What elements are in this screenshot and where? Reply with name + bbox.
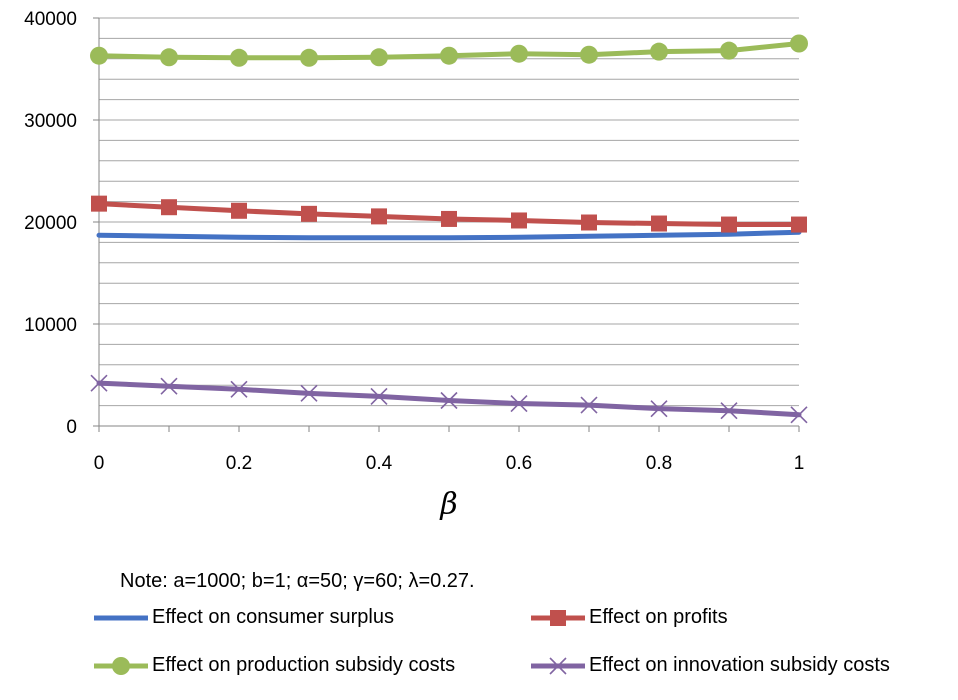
legend-marker xyxy=(112,657,130,675)
legend-marker xyxy=(550,610,566,626)
marker-stroke xyxy=(650,400,668,418)
y-tick-label: 10000 xyxy=(24,315,77,336)
data-point xyxy=(160,377,178,395)
data-point xyxy=(441,210,457,227)
data-point xyxy=(651,215,667,232)
x-tick-label: 0.4 xyxy=(366,453,393,474)
data-point xyxy=(791,216,807,233)
y-tick-label: 0 xyxy=(66,417,77,438)
data-point xyxy=(90,374,108,392)
y-tick-label: 20000 xyxy=(24,213,77,234)
data-point xyxy=(790,406,808,424)
data-point xyxy=(440,391,458,410)
marker-stroke xyxy=(510,394,528,413)
legend-swatch xyxy=(94,657,148,675)
marker-stroke xyxy=(580,396,598,414)
legend-label: Effect on innovation subsidy costs xyxy=(589,653,890,676)
marker-stroke xyxy=(160,377,178,395)
data-point xyxy=(440,46,458,65)
series-line-1 xyxy=(96,229,802,241)
y-tick-label: 30000 xyxy=(24,111,77,132)
series-line-4 xyxy=(96,380,802,418)
marker-stroke xyxy=(370,387,388,405)
data-point xyxy=(161,199,177,216)
marker-stroke xyxy=(300,384,318,402)
line-chart: 0 10000 20000 30000 40000 0 0.2 0.4 0.6 0.8 1 β xyxy=(24,9,808,522)
data-point xyxy=(231,202,247,219)
legend-label: Effect on production subsidy costs xyxy=(152,653,456,676)
data-point xyxy=(370,387,388,405)
data-point xyxy=(650,42,668,61)
legend-label: Effect on consumer surplus xyxy=(152,605,394,628)
y-tick-label: 40000 xyxy=(24,9,77,30)
legend-marker xyxy=(549,657,567,675)
x-axis-title: β xyxy=(439,487,457,522)
data-point xyxy=(720,402,738,420)
series-markers xyxy=(90,34,808,424)
data-point xyxy=(160,48,178,67)
data-point xyxy=(510,394,528,413)
legend-swatch xyxy=(531,610,585,626)
data-point xyxy=(510,44,528,63)
data-point xyxy=(580,396,598,414)
data-point xyxy=(370,48,388,67)
data-point xyxy=(230,380,248,398)
data-point xyxy=(721,216,737,233)
marker-stroke xyxy=(230,380,248,398)
legend-label: Effect on profits xyxy=(589,605,728,628)
marker-stroke xyxy=(90,374,108,392)
legend-swatch xyxy=(531,657,585,675)
x-tick-label: 0.8 xyxy=(646,453,672,474)
data-point xyxy=(371,208,387,225)
chart-note: Note: a=1000; b=1; α=50; γ=60; λ=0.27. xyxy=(120,570,475,592)
data-point xyxy=(581,214,597,231)
marker-stroke xyxy=(720,402,738,420)
legend-item: Effect on profits xyxy=(529,605,728,629)
data-point xyxy=(300,48,318,67)
data-point xyxy=(580,45,598,64)
marker-stroke xyxy=(790,406,808,424)
legend-item: Effect on innovation subsidy costs xyxy=(529,653,890,677)
legend-swatch xyxy=(94,615,148,621)
x-tick-label: 1 xyxy=(794,453,805,474)
data-point xyxy=(90,46,108,65)
data-point xyxy=(650,400,668,418)
legend-item: Effect on production subsidy costs xyxy=(92,653,455,677)
x-tick-label: 0.6 xyxy=(506,453,532,474)
data-point xyxy=(91,195,107,212)
x-tick-label: 0.2 xyxy=(226,453,252,474)
data-point xyxy=(790,34,808,53)
x-tick-label: 0 xyxy=(94,453,105,474)
data-point xyxy=(511,212,527,229)
marker-stroke xyxy=(549,657,567,675)
axes xyxy=(93,17,800,432)
data-point xyxy=(301,205,317,222)
tick-labels: 0 10000 20000 30000 40000 0 0.2 0.4 0.6 0.8 1 xyxy=(24,9,804,474)
data-point xyxy=(720,41,738,60)
legend-item: Effect on consumer surplus xyxy=(92,605,394,629)
data-point xyxy=(300,384,318,402)
marker-stroke xyxy=(440,391,458,410)
data-point xyxy=(230,48,248,67)
